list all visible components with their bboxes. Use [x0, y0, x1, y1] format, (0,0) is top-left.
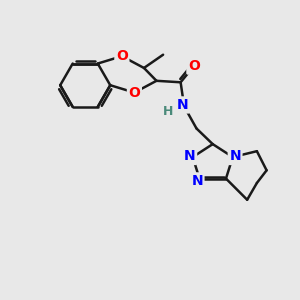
Text: O: O	[116, 49, 128, 63]
Text: O: O	[188, 59, 200, 73]
Text: O: O	[128, 85, 140, 100]
Text: N: N	[229, 149, 241, 164]
Text: H: H	[163, 105, 173, 118]
Text: N: N	[184, 149, 196, 164]
Text: N: N	[191, 174, 203, 188]
Text: N: N	[177, 98, 188, 112]
